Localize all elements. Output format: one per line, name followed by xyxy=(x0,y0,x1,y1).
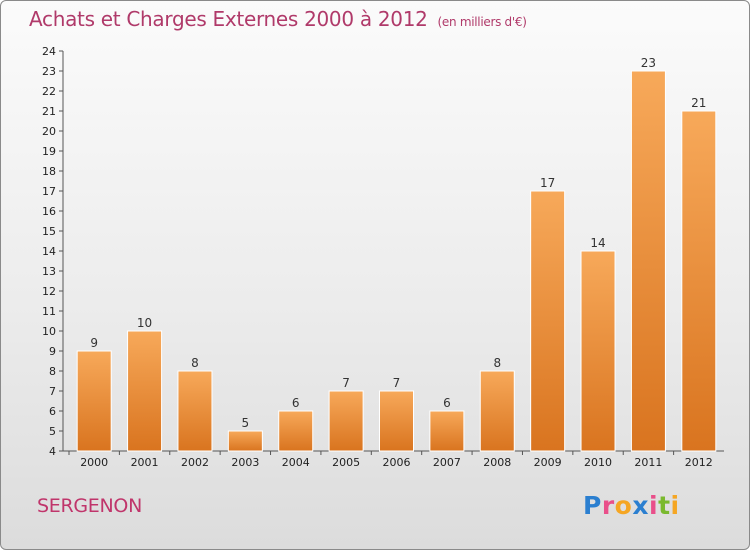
y-tick-label: 11 xyxy=(42,305,56,318)
bar xyxy=(278,410,314,452)
chart-title-line: Achats et Charges Externes 2000 à 2012 (e… xyxy=(29,7,527,31)
x-tick-label: 2006 xyxy=(383,456,411,469)
logo-letter: i xyxy=(670,491,680,520)
bar-value-label: 8 xyxy=(493,356,501,370)
bar-value-label: 6 xyxy=(292,396,300,410)
x-tick-label: 2007 xyxy=(433,456,461,469)
y-tick-label: 14 xyxy=(42,245,56,258)
y-tick-label: 24 xyxy=(42,45,56,58)
y-tick-label: 12 xyxy=(42,285,56,298)
bar-value-label: 10 xyxy=(137,316,152,330)
x-tick-label: 2002 xyxy=(181,456,209,469)
bar-value-label: 14 xyxy=(590,236,605,250)
y-tick-label: 8 xyxy=(49,365,56,378)
y-tick-label: 23 xyxy=(42,65,56,78)
bar xyxy=(177,370,213,452)
y-tick-label: 13 xyxy=(42,265,56,278)
bar-value-label: 8 xyxy=(191,356,199,370)
town-name: SERGENON xyxy=(37,495,142,517)
y-tick-label: 4 xyxy=(49,445,56,458)
x-tick-label: 2000 xyxy=(80,456,108,469)
bar xyxy=(530,190,566,452)
logo-letter: o xyxy=(614,491,633,520)
bar xyxy=(127,330,163,452)
y-tick-label: 5 xyxy=(49,425,56,438)
logo-letter: P xyxy=(583,491,602,520)
logo-letter: i xyxy=(649,491,659,520)
bar-value-label: 7 xyxy=(393,376,401,390)
x-tick-label: 2003 xyxy=(231,456,259,469)
y-tick-label: 17 xyxy=(42,185,56,198)
y-tick-label: 7 xyxy=(49,385,56,398)
bar-value-label: 17 xyxy=(540,176,555,190)
bar xyxy=(328,390,364,452)
bar-value-label: 7 xyxy=(342,376,350,390)
bar-value-label: 23 xyxy=(641,56,656,70)
chart-title: Achats et Charges Externes 2000 à 2012 xyxy=(29,7,428,31)
y-tick-label: 20 xyxy=(42,125,56,138)
y-tick-label: 6 xyxy=(49,405,56,418)
bar xyxy=(479,370,515,452)
x-tick-label: 2010 xyxy=(584,456,612,469)
proxiti-logo: Proxiti xyxy=(583,491,680,520)
x-tick-label: 2008 xyxy=(483,456,511,469)
axes: 4 5 6 7 8 9 10 11 12 13 14 15 16 17 18 19 20 21 22 23 24 2000… xyxy=(42,45,724,469)
bar xyxy=(580,250,616,452)
x-tick-label: 2009 xyxy=(534,456,562,469)
bar xyxy=(227,430,263,452)
logo-letter: x xyxy=(632,491,649,520)
y-tick-label: 15 xyxy=(42,225,56,238)
y-tick-label: 21 xyxy=(42,105,56,118)
bar-value-label: 6 xyxy=(443,396,451,410)
x-tick-label: 2011 xyxy=(634,456,662,469)
chart-subtitle: (en milliers d'€) xyxy=(437,15,527,29)
bar xyxy=(681,110,717,452)
bar xyxy=(379,390,414,452)
bar-value-label: 9 xyxy=(90,336,98,350)
y-tick-label: 18 xyxy=(42,165,56,178)
bar xyxy=(630,70,666,452)
bars xyxy=(76,70,717,452)
x-tick-label: 2012 xyxy=(685,456,713,469)
bar xyxy=(76,350,112,452)
x-tick-label: 2005 xyxy=(332,456,360,469)
x-tick-label: 2004 xyxy=(282,456,310,469)
bar-value-label: 5 xyxy=(242,416,250,430)
bar-value-label: 21 xyxy=(691,96,706,110)
y-tick-label: 22 xyxy=(42,85,56,98)
value-labels: 9 10 8 5 6 7 7 6 8 17 14 23 21 xyxy=(90,56,706,430)
y-tick-label: 10 xyxy=(42,325,56,338)
y-tick-label: 16 xyxy=(42,205,56,218)
logo-letter: r xyxy=(601,491,615,520)
y-tick-label: 19 xyxy=(42,145,56,158)
x-tick-label: 2001 xyxy=(131,456,159,469)
logo-letter: t xyxy=(658,491,671,520)
y-tick-label: 9 xyxy=(49,345,56,358)
bar xyxy=(429,410,465,452)
